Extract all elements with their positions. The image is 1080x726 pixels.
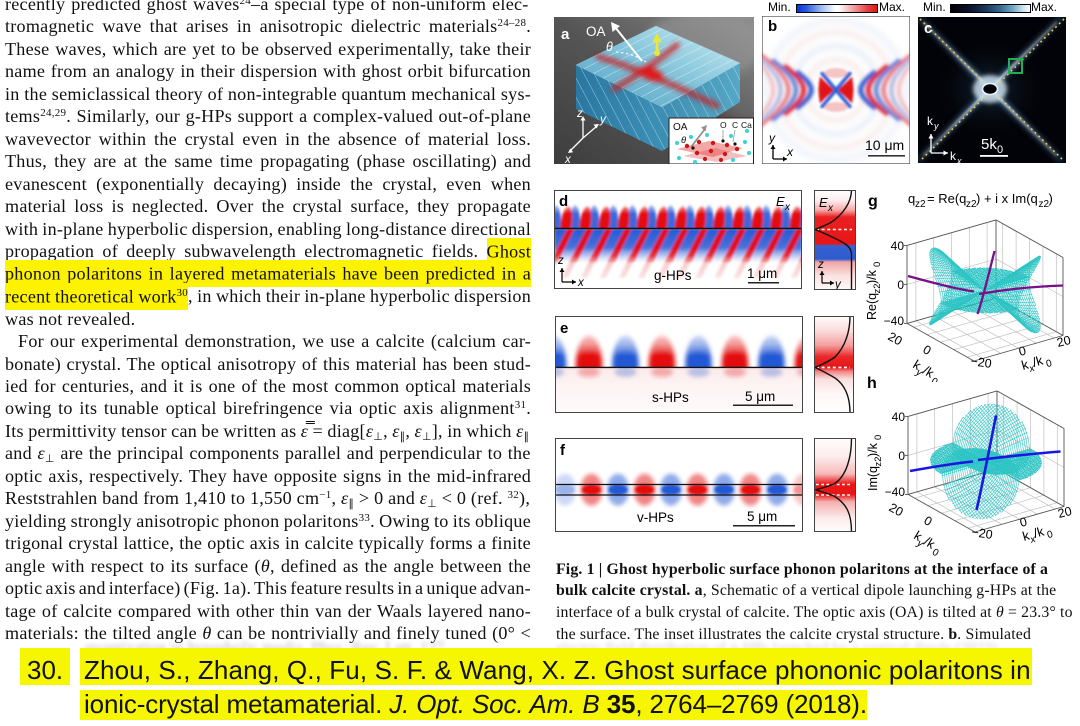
svg-text:0: 0 bbox=[930, 547, 941, 557]
svg-text:f: f bbox=[560, 442, 566, 459]
svg-text:5k: 5k bbox=[981, 136, 997, 153]
svg-text:z2: z2 bbox=[966, 199, 977, 210]
svg-text:0: 0 bbox=[1017, 344, 1027, 359]
svg-text:−40: −40 bbox=[885, 485, 906, 499]
svg-text:y: y bbox=[599, 114, 607, 126]
svg-text:z2: z2 bbox=[873, 456, 884, 466]
svg-text:h: h bbox=[867, 375, 877, 392]
svg-text:z: z bbox=[817, 259, 824, 271]
svg-text:20: 20 bbox=[886, 329, 905, 348]
svg-text:y: y bbox=[914, 537, 926, 550]
svg-text:O: O bbox=[720, 120, 727, 130]
svg-text:)/k: )/k bbox=[866, 442, 880, 457]
svg-text:x: x bbox=[1028, 534, 1038, 547]
svg-text:10 μm: 10 μm bbox=[865, 137, 904, 153]
svg-text:0: 0 bbox=[997, 144, 1003, 156]
svg-text:) + i x Im(q: ) + i x Im(q bbox=[976, 191, 1038, 206]
svg-text:q: q bbox=[908, 191, 915, 206]
svg-text:x: x bbox=[564, 154, 572, 164]
svg-text:e: e bbox=[560, 320, 568, 337]
svg-text:20: 20 bbox=[887, 500, 906, 519]
svg-text:0: 0 bbox=[922, 513, 935, 529]
svg-text:g: g bbox=[868, 193, 878, 210]
svg-text:z2: z2 bbox=[1039, 199, 1050, 210]
svg-text:x: x bbox=[577, 277, 585, 289]
svg-text:−20: −20 bbox=[971, 525, 994, 542]
svg-text:0: 0 bbox=[929, 376, 940, 382]
svg-text:0: 0 bbox=[872, 262, 883, 267]
svg-text:1 μm: 1 μm bbox=[747, 266, 777, 281]
svg-text:20: 20 bbox=[1055, 333, 1072, 350]
svg-text:θ: θ bbox=[681, 135, 687, 146]
svg-text:s-HPs: s-HPs bbox=[652, 390, 689, 405]
svg-text:Ca: Ca bbox=[741, 120, 752, 130]
svg-text:z: z bbox=[557, 255, 564, 267]
svg-text:0: 0 bbox=[873, 435, 884, 440]
svg-text:d: d bbox=[559, 193, 568, 210]
svg-text:g-HPs: g-HPs bbox=[654, 268, 692, 283]
svg-text:−40: −40 bbox=[884, 314, 905, 328]
svg-text:b: b bbox=[768, 18, 777, 35]
svg-text:5 μm: 5 μm bbox=[747, 509, 777, 524]
svg-text:k: k bbox=[927, 114, 934, 128]
svg-text:OA: OA bbox=[673, 122, 688, 133]
svg-text:40: 40 bbox=[892, 410, 906, 424]
svg-text:= Re(q: = Re(q bbox=[927, 191, 966, 206]
svg-text:): ) bbox=[1049, 191, 1053, 206]
svg-text:)/k: )/k bbox=[865, 269, 879, 284]
svg-text:θ: θ bbox=[606, 40, 613, 54]
svg-text:z: z bbox=[576, 108, 583, 120]
svg-text:x: x bbox=[1027, 363, 1037, 376]
svg-text:0: 0 bbox=[898, 449, 905, 463]
svg-text:/k: /k bbox=[1031, 352, 1045, 369]
svg-text:OA: OA bbox=[586, 24, 606, 39]
svg-text:5 μm: 5 μm bbox=[745, 389, 775, 404]
svg-text:0: 0 bbox=[897, 278, 904, 292]
svg-text:k: k bbox=[950, 149, 957, 163]
svg-text:E: E bbox=[819, 195, 828, 210]
svg-text:Re(q: Re(q bbox=[865, 293, 879, 320]
svg-text:0: 0 bbox=[1046, 529, 1055, 541]
svg-text:y: y bbox=[834, 279, 842, 290]
svg-text:y: y bbox=[913, 366, 925, 379]
svg-text:x: x bbox=[827, 203, 834, 214]
svg-text:a: a bbox=[561, 26, 570, 43]
svg-text:y: y bbox=[933, 121, 939, 131]
svg-text:c: c bbox=[924, 20, 932, 37]
svg-text:E: E bbox=[776, 194, 785, 209]
svg-text:x: x bbox=[956, 156, 962, 163]
svg-text:z2: z2 bbox=[872, 283, 883, 293]
svg-text:40: 40 bbox=[891, 239, 905, 253]
svg-text:z2: z2 bbox=[915, 199, 926, 210]
svg-text:k: k bbox=[1020, 357, 1031, 373]
svg-text:y: y bbox=[768, 131, 776, 145]
svg-text:/k: /k bbox=[1032, 523, 1046, 540]
svg-text:20: 20 bbox=[1056, 504, 1073, 521]
svg-text:v-HPs: v-HPs bbox=[637, 510, 674, 525]
svg-text:0: 0 bbox=[1045, 358, 1054, 370]
svg-text:C: C bbox=[732, 120, 738, 130]
svg-text:0: 0 bbox=[1018, 515, 1028, 530]
svg-text:Im(q: Im(q bbox=[866, 466, 880, 491]
svg-text:x: x bbox=[786, 145, 794, 159]
svg-text:−20: −20 bbox=[970, 354, 993, 371]
svg-text:x: x bbox=[784, 202, 791, 213]
svg-text:k: k bbox=[1021, 528, 1032, 544]
